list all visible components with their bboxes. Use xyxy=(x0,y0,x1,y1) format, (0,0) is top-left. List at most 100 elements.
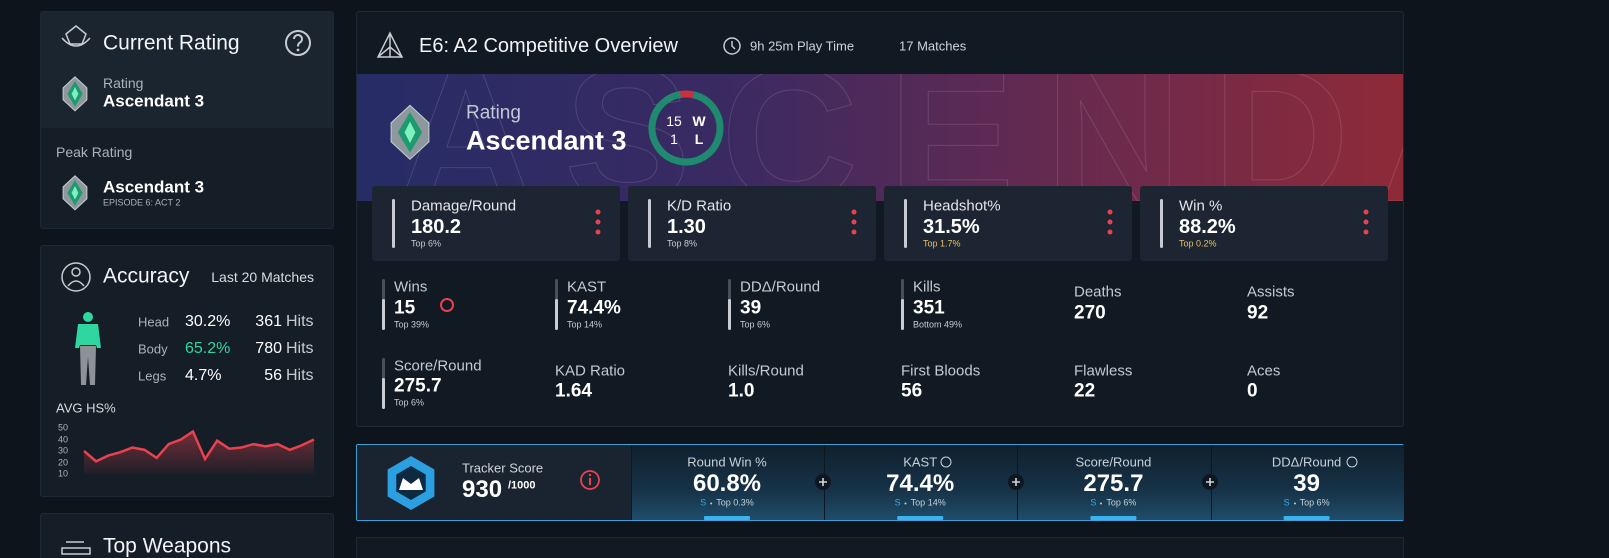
y-tick-label: 10 xyxy=(57,468,68,479)
next-panel xyxy=(356,537,1404,558)
stat-label: Win % xyxy=(1179,197,1223,215)
card-title: Accuracy xyxy=(103,264,190,288)
stat-label: KAST xyxy=(567,278,607,296)
matches: 17 Matches xyxy=(899,38,967,54)
stat-value: 180.2 xyxy=(411,216,462,238)
hit-unit: Hits xyxy=(286,340,314,357)
stat-rank: Top 14% xyxy=(567,319,603,330)
hit-part: Head xyxy=(138,314,170,330)
stat-rank: Top 1.7% xyxy=(923,238,961,249)
hit-unit: Hits xyxy=(286,367,314,384)
rating-value: Ascendant 3 xyxy=(466,125,627,156)
stat-rank: Top 0.2% xyxy=(1179,238,1217,249)
wins: 15 xyxy=(666,113,682,129)
y-tick-label: 30 xyxy=(57,445,68,456)
tracker-score: 930 xyxy=(462,476,503,503)
hit-part: Body xyxy=(138,341,168,357)
metric-value: 74.4% xyxy=(886,470,955,497)
metric-rank-text: Top 0.3% xyxy=(716,497,754,508)
y-tick-label: 40 xyxy=(57,434,68,444)
tracker-cell xyxy=(1017,445,1211,520)
stat-rank: Top 39% xyxy=(394,319,430,330)
stat-value: 92 xyxy=(1247,302,1269,324)
metric-label: DDΔ/Round xyxy=(1271,454,1342,470)
stat-value: 56 xyxy=(901,380,923,402)
stat-value: 270 xyxy=(1074,302,1106,324)
rank-banner: ASCENDANT xyxy=(357,74,1403,201)
panel-title: E6: A2 Competitive Overview xyxy=(419,35,678,57)
hit-count: 56 xyxy=(264,367,282,384)
metric-grade: S xyxy=(700,497,707,508)
y-tick-label: 50 xyxy=(57,422,68,433)
tracker-max: /1000 xyxy=(508,479,536,492)
stat-rank: Top 8% xyxy=(667,238,698,249)
hit-part: Legs xyxy=(138,368,167,384)
stat-label: Deaths xyxy=(1074,283,1122,301)
metric-rank-text: Top 6% xyxy=(1299,497,1330,508)
featured-card xyxy=(884,186,1132,261)
stat-label: Damage/Round xyxy=(411,197,517,215)
metric-rank-line: S Top 14% xyxy=(894,497,946,508)
stat-label: Kills xyxy=(913,278,941,296)
peak-value: Ascendant 3 xyxy=(103,177,205,197)
stat-value: 1.64 xyxy=(555,380,592,402)
stat-value: 351 xyxy=(913,297,945,319)
metric-grade: S xyxy=(1283,497,1290,508)
peak-episode: EPISODE 6: ACT 2 xyxy=(103,197,181,208)
stat-rank: Top 6% xyxy=(740,319,771,330)
featured-card xyxy=(1140,186,1388,261)
stat-label: KAD Ratio xyxy=(555,362,626,380)
metric-value: 39 xyxy=(1293,470,1320,497)
stat-label: K/D Ratio xyxy=(667,197,732,215)
y-tick-label: 20 xyxy=(57,457,68,467)
period: Last 20 Matches xyxy=(211,269,314,285)
rating-value: Ascendant 3 xyxy=(103,91,205,111)
metric-rank-text: Top 6% xyxy=(1106,497,1137,508)
metric-rank-line: S Top 6% xyxy=(1090,497,1137,508)
stat-value: 0 xyxy=(1247,380,1258,402)
rating-label: Rating xyxy=(466,102,521,124)
tracker-cell xyxy=(824,445,1018,520)
stat-value: 1.30 xyxy=(667,216,706,238)
rating-card-header xyxy=(41,12,333,128)
metric-rank-line: S Top 0.3% xyxy=(700,497,754,508)
metric-label: Score/Round xyxy=(1075,454,1152,470)
hit-percent: 30.2% xyxy=(185,313,231,330)
tracker-cell xyxy=(631,445,825,520)
stat-value: 39 xyxy=(740,297,762,319)
hit-count: 361 xyxy=(255,313,282,330)
separator-dot xyxy=(710,502,713,504)
stat-rank: Top 6% xyxy=(394,397,425,408)
metric-grade: S xyxy=(894,497,901,508)
stat-label: Aces xyxy=(1247,362,1281,380)
separator-dot xyxy=(904,502,907,504)
stat-value: 31.5% xyxy=(923,216,980,238)
losses: 1 xyxy=(670,131,678,147)
stat-label: First Bloods xyxy=(901,362,981,380)
losses-label: L xyxy=(694,131,704,147)
stat-value: 15 xyxy=(394,297,416,319)
card-title: Top Weapons xyxy=(103,534,232,558)
metric-value: 60.8% xyxy=(692,470,762,497)
metric-rank-text: Top 14% xyxy=(910,497,946,508)
metric-grade: S xyxy=(1090,497,1097,508)
stat-rank: Bottom 49% xyxy=(913,319,963,330)
featured-card xyxy=(628,186,876,261)
stat-value: 1.0 xyxy=(728,380,755,402)
stat-value: 22 xyxy=(1074,380,1096,402)
hit-percent: 4.7% xyxy=(185,367,222,384)
stat-value: 275.7 xyxy=(394,375,442,397)
peak-label: Peak Rating xyxy=(56,144,133,160)
stat-value: 88.2% xyxy=(1179,216,1236,238)
wins-label: W xyxy=(692,113,706,129)
stat-value: 74.4% xyxy=(567,297,621,319)
metric-label: Round Win % xyxy=(687,454,767,470)
tracker-title: Tracker Score xyxy=(462,460,544,476)
banner-word: ASCENDANT xyxy=(397,74,1403,201)
stat-label: Flawless xyxy=(1074,362,1133,380)
separator-dot xyxy=(1100,502,1103,504)
metric-label: KAST xyxy=(903,454,938,470)
tracker-cell xyxy=(1210,445,1404,520)
chart-title: AVG HS% xyxy=(56,400,116,416)
stat-label: Kills/Round xyxy=(728,362,804,380)
